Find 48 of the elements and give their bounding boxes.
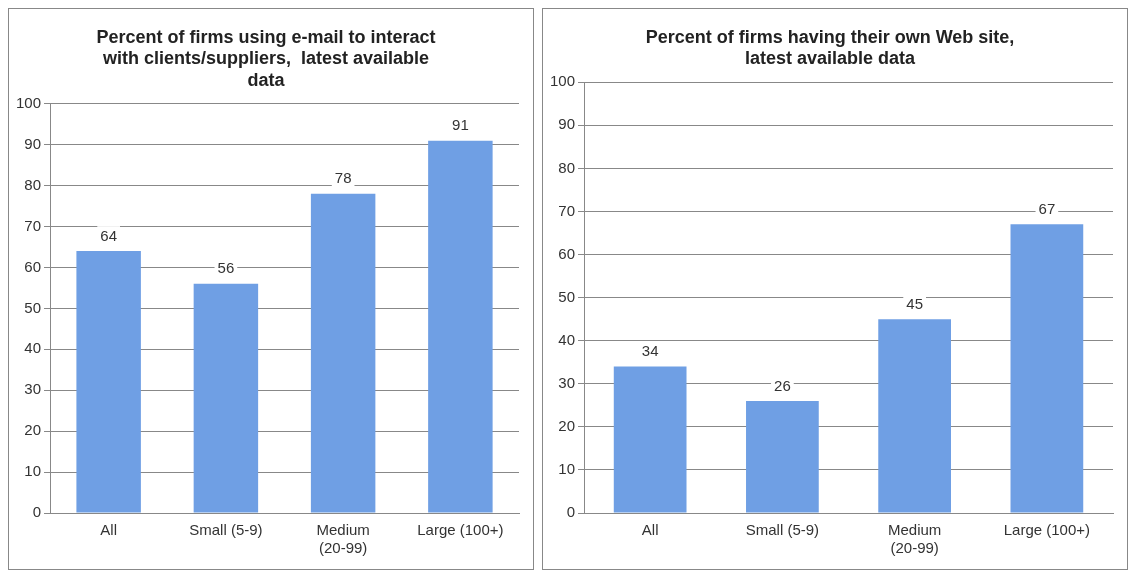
bar — [878, 319, 951, 513]
y-tick-label: 70 — [24, 216, 42, 234]
data-label: 56 — [217, 259, 235, 277]
y-tick-label: 40 — [558, 330, 576, 348]
x-tick-label: Large (100+) — [417, 521, 504, 539]
x-tick-label: Medium (20-99) — [316, 521, 370, 557]
y-tick-label: 70 — [558, 201, 576, 219]
y-tick-label: 90 — [24, 134, 42, 152]
y-tick-label: 90 — [558, 115, 576, 133]
y-tick-label: 50 — [24, 298, 42, 316]
bar — [613, 366, 687, 513]
bar — [193, 283, 259, 513]
y-tick-label: 30 — [558, 373, 576, 391]
data-label: 67 — [1038, 200, 1056, 217]
y-tick-label: 80 — [24, 175, 42, 193]
y-tick-label: 40 — [24, 339, 42, 357]
data-label: 64 — [100, 226, 117, 244]
y-tick-label: 100 — [550, 72, 576, 90]
y-tick-label: 20 — [24, 421, 42, 439]
y-tick-label: 60 — [558, 244, 576, 262]
y-tick-label: 30 — [24, 380, 42, 398]
data-label: 91 — [452, 116, 469, 134]
y-tick-label: 0 — [566, 503, 576, 521]
chart-title: Percent of firms using e-mail to interact with clients/suppliers, latest available data — [96, 26, 436, 90]
y-tick-label: 80 — [558, 158, 576, 176]
x-tick-label: All — [100, 521, 117, 539]
y-tick-label: 60 — [24, 257, 42, 275]
bar — [310, 193, 376, 513]
bar — [428, 140, 493, 513]
y-tick-label: 100 — [16, 93, 42, 111]
y-tick-label: 10 — [24, 462, 42, 480]
y-tick-label: 10 — [558, 460, 576, 478]
y-tick-label: 0 — [32, 503, 42, 521]
y-tick-label: 50 — [558, 287, 576, 305]
bar — [76, 251, 141, 513]
data-label: 45 — [906, 294, 923, 312]
x-tick-label: Small (5-9) — [745, 521, 820, 539]
bar — [746, 400, 819, 513]
y-tick-label: 20 — [558, 416, 576, 434]
x-tick-label: All — [641, 521, 659, 539]
data-label: 34 — [641, 342, 659, 360]
chart-title: Percent of firms having their own Web site, latest available data — [645, 26, 1015, 69]
data-label: 26 — [774, 376, 791, 394]
data-label: 78 — [334, 169, 352, 187]
x-tick-label: Large (100+) — [1003, 521, 1091, 539]
x-tick-label: Medium (20-99) — [887, 521, 942, 557]
bar — [1010, 224, 1084, 513]
x-tick-label: Small (5-9) — [189, 521, 263, 539]
